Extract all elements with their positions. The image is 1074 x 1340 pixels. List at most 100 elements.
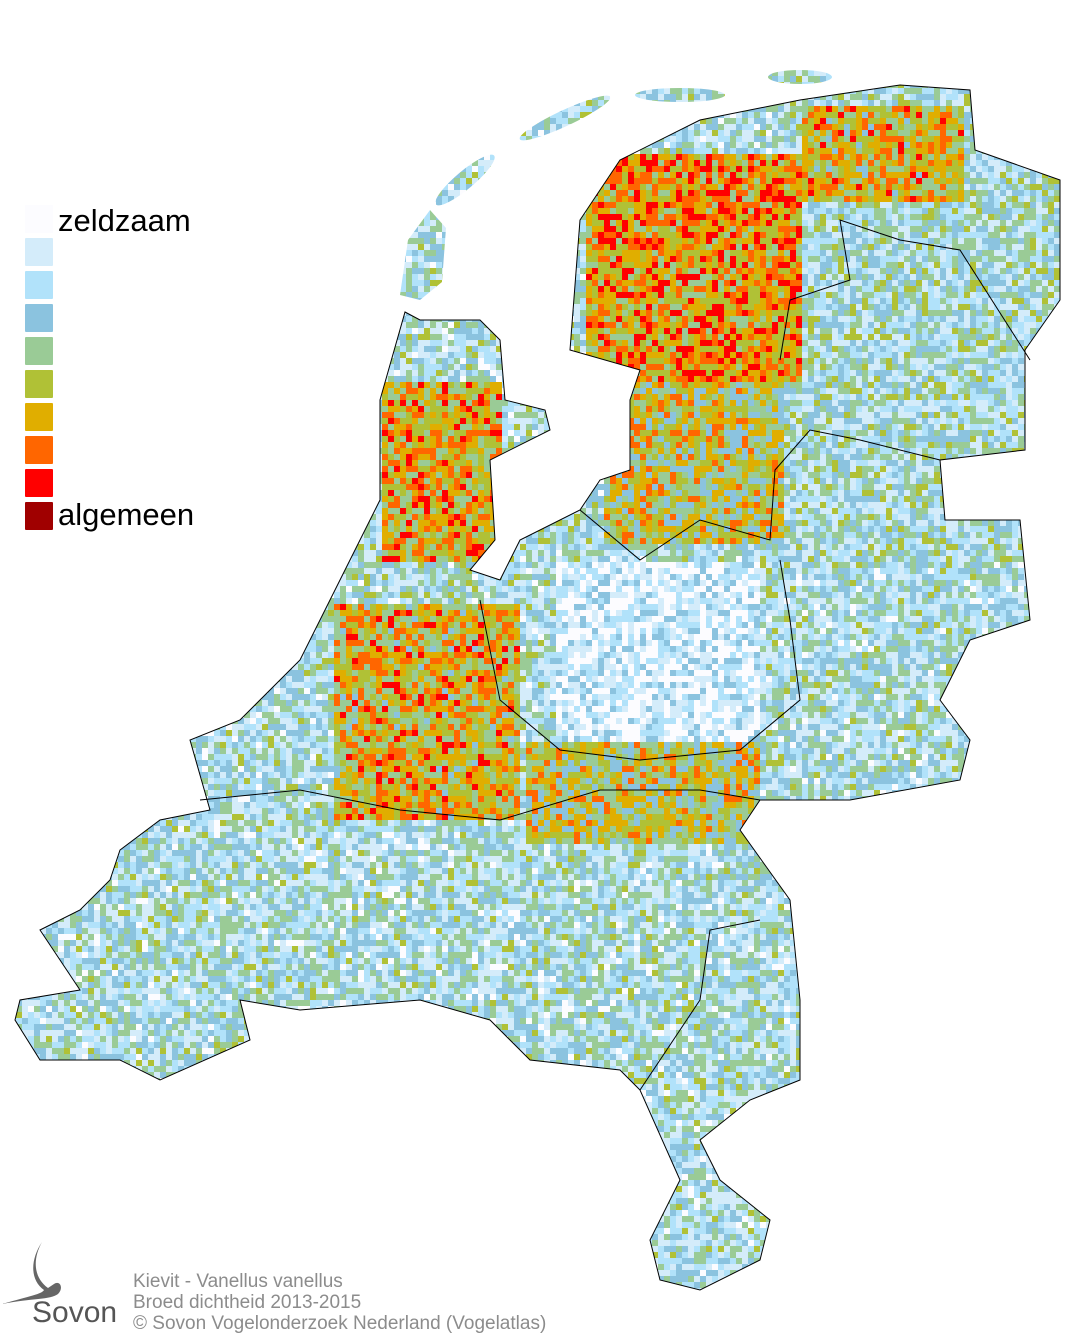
density-cell xyxy=(634,184,640,190)
density-cell xyxy=(1036,130,1042,136)
density-cell xyxy=(508,82,514,88)
density-cell xyxy=(184,124,190,130)
density-cell xyxy=(610,202,616,208)
density-cell xyxy=(586,100,592,106)
density-cell xyxy=(436,82,442,88)
density-cell xyxy=(340,118,346,124)
density-cell xyxy=(580,124,586,130)
density-cell xyxy=(358,70,364,76)
density-cell xyxy=(844,46,850,52)
density-cell xyxy=(388,88,394,94)
density-cell xyxy=(208,124,214,130)
density-cell xyxy=(1012,178,1018,184)
density-cell xyxy=(766,130,772,136)
density-cell xyxy=(136,196,142,202)
density-cell xyxy=(430,142,436,148)
density-cell xyxy=(484,184,490,190)
density-cell xyxy=(40,196,46,202)
density-cell xyxy=(562,136,568,142)
density-cell xyxy=(46,136,52,142)
density-cell xyxy=(430,172,436,178)
density-cell xyxy=(70,46,76,52)
density-cell xyxy=(862,52,868,58)
density-cell xyxy=(736,178,742,184)
density-cell xyxy=(706,148,712,154)
density-cell xyxy=(664,64,670,70)
density-cell xyxy=(460,52,466,58)
density-cell xyxy=(310,178,316,184)
density-cell xyxy=(310,172,316,178)
density-cell xyxy=(112,196,118,202)
density-cell xyxy=(1012,94,1018,100)
density-cell xyxy=(322,196,328,202)
density-cell xyxy=(136,160,142,166)
density-cell xyxy=(610,52,616,58)
density-cell xyxy=(586,88,592,94)
density-cell xyxy=(772,88,778,94)
density-cell xyxy=(226,154,232,160)
density-cell xyxy=(856,196,862,202)
density-cell xyxy=(838,70,844,76)
density-cell xyxy=(820,190,826,196)
density-cell xyxy=(694,106,700,112)
density-cell xyxy=(46,142,52,148)
density-cell xyxy=(862,160,868,166)
density-cell xyxy=(436,172,442,178)
density-cell xyxy=(520,196,526,202)
density-cell xyxy=(850,184,856,190)
density-cell xyxy=(274,184,280,190)
density-cell xyxy=(808,202,814,208)
density-cell xyxy=(76,124,82,130)
density-cell xyxy=(532,40,538,46)
density-cell xyxy=(976,64,982,70)
density-cell xyxy=(298,70,304,76)
density-cell xyxy=(202,82,208,88)
density-cell xyxy=(622,118,628,124)
density-cell xyxy=(442,40,448,46)
density-cell xyxy=(742,190,748,196)
density-cell xyxy=(526,58,532,64)
density-cell xyxy=(442,196,448,202)
density-cell xyxy=(640,154,646,160)
density-cell xyxy=(436,88,442,94)
density-cell xyxy=(520,58,526,64)
density-cell xyxy=(676,112,682,118)
density-cell xyxy=(988,40,994,46)
density-cell xyxy=(256,70,262,76)
density-cell xyxy=(226,82,232,88)
density-cell xyxy=(412,94,418,100)
density-cell xyxy=(796,178,802,184)
density-cell xyxy=(226,52,232,58)
density-cell xyxy=(580,70,586,76)
density-cell xyxy=(76,118,82,124)
density-cell xyxy=(58,76,64,82)
density-cell xyxy=(832,82,838,88)
density-cell xyxy=(202,178,208,184)
density-cell xyxy=(436,70,442,76)
density-cell xyxy=(1060,154,1066,160)
density-cell xyxy=(502,142,508,148)
density-cell xyxy=(340,112,346,118)
density-cell xyxy=(430,76,436,82)
density-cell xyxy=(316,100,322,106)
density-cell xyxy=(502,100,508,106)
density-cell xyxy=(370,124,376,130)
density-cell xyxy=(40,82,46,88)
density-cell xyxy=(700,118,706,124)
density-cell xyxy=(832,184,838,190)
density-cell xyxy=(154,124,160,130)
density-cell xyxy=(586,94,592,100)
density-cell xyxy=(508,190,514,196)
density-cell xyxy=(100,40,106,46)
density-cell xyxy=(226,112,232,118)
density-cell xyxy=(622,196,628,202)
density-cell xyxy=(556,202,562,208)
density-cell xyxy=(550,190,556,196)
density-cell xyxy=(640,160,646,166)
density-cell xyxy=(682,148,688,154)
density-cell xyxy=(202,40,208,46)
density-cell xyxy=(652,118,658,124)
density-cell xyxy=(22,112,28,118)
density-cell xyxy=(310,148,316,154)
density-cell xyxy=(532,58,538,64)
